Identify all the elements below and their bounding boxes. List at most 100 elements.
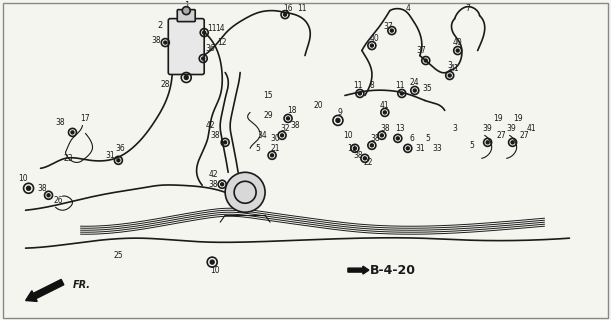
Text: B-4-20: B-4-20 <box>370 264 416 276</box>
Text: 19: 19 <box>513 114 522 123</box>
Text: 6: 6 <box>409 134 414 143</box>
Text: 38: 38 <box>56 118 65 127</box>
Text: 15: 15 <box>263 91 273 100</box>
Text: 12: 12 <box>218 38 227 47</box>
Text: 10: 10 <box>210 266 220 275</box>
Circle shape <box>486 141 489 144</box>
Text: 5: 5 <box>255 144 260 153</box>
Circle shape <box>424 59 427 62</box>
Circle shape <box>397 137 400 140</box>
FancyBboxPatch shape <box>168 19 204 75</box>
Text: 30: 30 <box>270 134 280 143</box>
FancyBboxPatch shape <box>177 10 196 22</box>
Text: 25: 25 <box>114 251 123 260</box>
Text: 17: 17 <box>81 114 90 123</box>
Text: 8: 8 <box>370 81 375 90</box>
Text: 5: 5 <box>425 134 430 143</box>
Circle shape <box>221 183 224 186</box>
Circle shape <box>383 111 386 114</box>
Text: 36: 36 <box>115 144 125 153</box>
Text: 22: 22 <box>363 158 373 167</box>
Text: 19: 19 <box>493 114 502 123</box>
Text: 1: 1 <box>184 1 189 10</box>
Text: 16: 16 <box>284 4 293 13</box>
Circle shape <box>400 92 403 95</box>
Text: 40: 40 <box>370 34 379 43</box>
Circle shape <box>225 172 265 212</box>
Circle shape <box>370 44 373 47</box>
Circle shape <box>284 13 287 16</box>
Text: 38: 38 <box>210 131 220 140</box>
Text: 2: 2 <box>158 21 163 30</box>
Circle shape <box>271 154 274 157</box>
Text: 27: 27 <box>497 131 507 140</box>
Circle shape <box>413 89 416 92</box>
Text: 21: 21 <box>270 144 280 153</box>
Text: 11: 11 <box>208 24 217 33</box>
Circle shape <box>185 76 188 79</box>
Text: 37: 37 <box>383 22 393 31</box>
Text: 11: 11 <box>347 144 357 153</box>
Circle shape <box>336 118 340 123</box>
Text: 11: 11 <box>395 81 404 90</box>
Text: 38: 38 <box>380 124 390 133</box>
Text: 26: 26 <box>54 196 64 205</box>
Circle shape <box>203 31 206 34</box>
Text: 37: 37 <box>417 46 426 55</box>
Text: 20: 20 <box>313 101 323 110</box>
Text: 7: 7 <box>465 4 470 13</box>
Text: 29: 29 <box>263 111 273 120</box>
Text: 38: 38 <box>208 180 218 189</box>
Circle shape <box>406 147 409 150</box>
Text: 27: 27 <box>520 131 529 140</box>
Text: 11: 11 <box>298 4 307 13</box>
Text: 31: 31 <box>415 144 425 153</box>
FancyArrow shape <box>26 279 64 301</box>
Text: FR.: FR. <box>73 280 90 290</box>
Circle shape <box>381 134 383 137</box>
Text: 24: 24 <box>410 78 420 87</box>
Circle shape <box>224 141 227 144</box>
Text: 38: 38 <box>370 134 379 143</box>
Text: 11: 11 <box>353 81 363 90</box>
Text: 41: 41 <box>450 64 459 73</box>
Circle shape <box>47 194 50 197</box>
Text: 9: 9 <box>337 108 342 117</box>
Text: 32: 32 <box>280 124 290 133</box>
Circle shape <box>71 131 74 134</box>
Text: 36: 36 <box>205 44 215 53</box>
Circle shape <box>287 117 290 120</box>
Text: 3: 3 <box>447 61 452 70</box>
Text: 39: 39 <box>507 124 516 133</box>
Text: 14: 14 <box>215 24 225 33</box>
Text: 18: 18 <box>287 106 297 115</box>
Circle shape <box>210 260 214 264</box>
Text: 23: 23 <box>64 154 73 163</box>
Text: 42: 42 <box>208 170 218 179</box>
Circle shape <box>511 141 514 144</box>
Text: 13: 13 <box>395 124 404 133</box>
Text: 38: 38 <box>290 121 300 130</box>
Text: 35: 35 <box>423 84 433 93</box>
Text: 4: 4 <box>405 4 410 13</box>
Circle shape <box>390 29 393 32</box>
Text: 33: 33 <box>433 144 442 153</box>
Text: 38: 38 <box>152 36 161 45</box>
Text: 38: 38 <box>38 184 47 193</box>
Circle shape <box>448 74 451 77</box>
Circle shape <box>164 41 167 44</box>
Circle shape <box>26 186 31 190</box>
Circle shape <box>117 159 120 162</box>
Text: 10: 10 <box>343 131 353 140</box>
Text: 39: 39 <box>483 124 492 133</box>
Circle shape <box>202 57 205 60</box>
Text: 41: 41 <box>380 101 390 110</box>
Text: 5: 5 <box>469 141 474 150</box>
Circle shape <box>364 157 367 160</box>
Text: 3: 3 <box>452 124 457 133</box>
Circle shape <box>370 144 373 147</box>
Text: 42: 42 <box>205 121 215 130</box>
Circle shape <box>353 147 356 150</box>
Circle shape <box>182 7 190 15</box>
Circle shape <box>359 92 361 95</box>
